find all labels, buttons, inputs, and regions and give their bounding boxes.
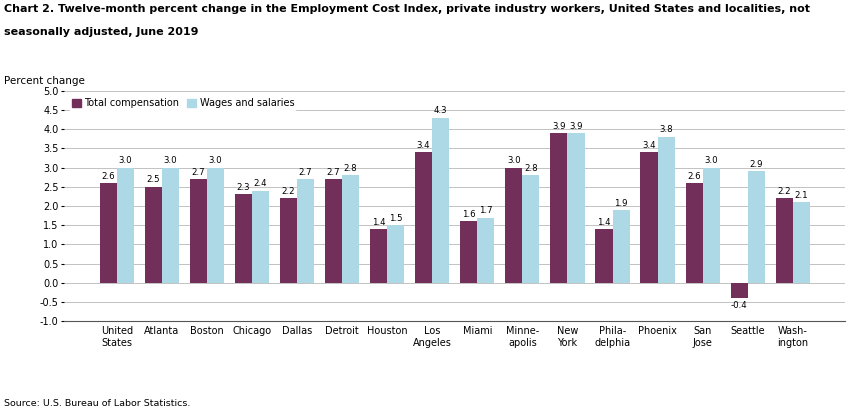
Text: Chart 2. Twelve-month percent change in the Employment Cost Index, private indus: Chart 2. Twelve-month percent change in … xyxy=(4,4,809,14)
Text: 2.1: 2.1 xyxy=(793,191,807,200)
Text: 3.0: 3.0 xyxy=(208,156,222,165)
Text: 1.6: 1.6 xyxy=(461,210,475,219)
Bar xyxy=(685,183,702,283)
Text: Source: U.S. Bureau of Labor Statistics.: Source: U.S. Bureau of Labor Statistics. xyxy=(4,399,190,408)
Text: 2.7: 2.7 xyxy=(299,168,312,177)
Text: 3.9: 3.9 xyxy=(552,122,565,131)
Text: Percent change: Percent change xyxy=(4,76,85,86)
Bar xyxy=(297,179,314,283)
Text: 2.6: 2.6 xyxy=(102,172,115,180)
Bar xyxy=(324,179,342,283)
Text: 3.0: 3.0 xyxy=(704,156,717,165)
Text: 3.4: 3.4 xyxy=(416,141,430,150)
Bar xyxy=(342,175,359,283)
Bar xyxy=(369,229,386,283)
Bar xyxy=(386,225,403,283)
Bar xyxy=(144,187,161,283)
Text: 1.5: 1.5 xyxy=(388,214,402,223)
Bar xyxy=(730,283,747,298)
Bar xyxy=(612,210,629,283)
Text: 2.7: 2.7 xyxy=(191,168,205,177)
Text: 2.2: 2.2 xyxy=(776,187,790,196)
Bar xyxy=(477,218,494,283)
Bar xyxy=(280,198,297,283)
Text: 3.9: 3.9 xyxy=(569,122,582,131)
Text: 3.0: 3.0 xyxy=(163,156,177,165)
Bar xyxy=(206,168,223,283)
Text: 2.5: 2.5 xyxy=(146,176,160,185)
Bar xyxy=(505,168,522,283)
Bar xyxy=(460,221,477,283)
Bar xyxy=(117,168,134,283)
Bar xyxy=(522,175,539,283)
Bar xyxy=(702,168,719,283)
Bar xyxy=(161,168,178,283)
Text: 2.4: 2.4 xyxy=(253,179,267,188)
Bar xyxy=(252,191,269,283)
Text: 2.7: 2.7 xyxy=(327,168,339,177)
Text: 1.4: 1.4 xyxy=(371,218,385,227)
Text: 2.2: 2.2 xyxy=(281,187,295,196)
Text: 3.8: 3.8 xyxy=(659,126,672,134)
Text: 2.8: 2.8 xyxy=(524,164,537,173)
Bar xyxy=(189,179,206,283)
Text: 3.0: 3.0 xyxy=(507,156,520,165)
Text: 2.3: 2.3 xyxy=(236,183,250,192)
Text: 1.4: 1.4 xyxy=(596,218,610,227)
Bar xyxy=(640,152,657,283)
Text: 1.7: 1.7 xyxy=(479,206,492,215)
Text: 4.3: 4.3 xyxy=(433,106,447,115)
Bar xyxy=(775,198,792,283)
Text: 2.8: 2.8 xyxy=(344,164,357,173)
Legend: Total compensation, Wages and salaries: Total compensation, Wages and salaries xyxy=(69,96,297,111)
Bar xyxy=(549,133,566,283)
Bar xyxy=(595,229,612,283)
Bar xyxy=(747,171,764,283)
Bar xyxy=(566,133,584,283)
Bar xyxy=(415,152,432,283)
Text: 2.9: 2.9 xyxy=(749,160,763,169)
Text: 3.4: 3.4 xyxy=(641,141,655,150)
Bar xyxy=(235,194,252,283)
Text: -0.4: -0.4 xyxy=(730,301,746,310)
Text: 2.6: 2.6 xyxy=(687,172,700,180)
Text: seasonally adjusted, June 2019: seasonally adjusted, June 2019 xyxy=(4,27,199,37)
Text: 1.9: 1.9 xyxy=(613,199,627,208)
Bar xyxy=(432,117,449,283)
Bar xyxy=(100,183,117,283)
Bar xyxy=(792,202,809,283)
Text: 3.0: 3.0 xyxy=(119,156,132,165)
Bar xyxy=(657,137,674,283)
